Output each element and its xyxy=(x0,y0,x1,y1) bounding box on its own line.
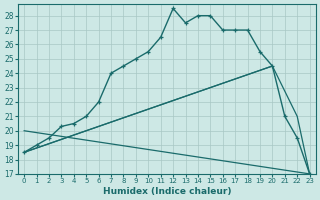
X-axis label: Humidex (Indice chaleur): Humidex (Indice chaleur) xyxy=(103,187,231,196)
